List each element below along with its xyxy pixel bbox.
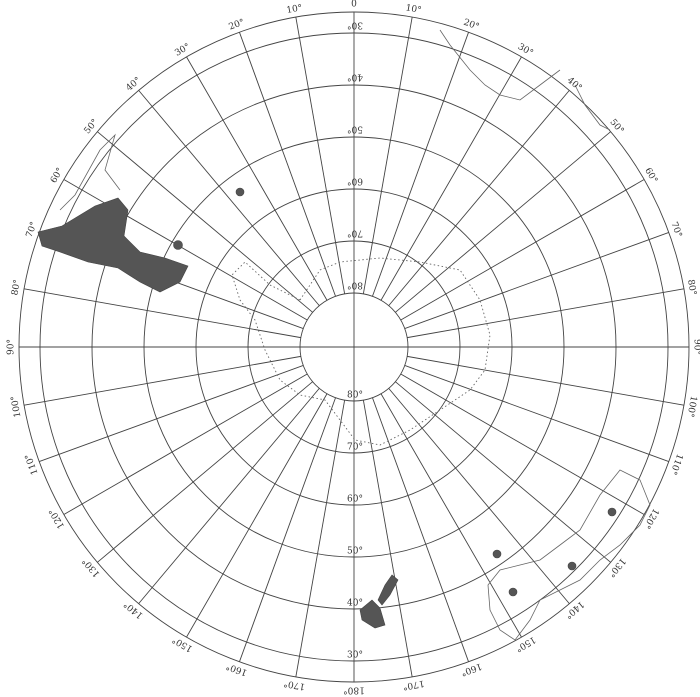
longitude-label: 50°: [607, 118, 625, 137]
latitude-label: 70°: [347, 443, 363, 453]
meridian: [395, 381, 611, 563]
latitude-label: 60°: [347, 176, 363, 186]
longitude-label: 80°: [10, 279, 23, 296]
longitude-label: 120°: [48, 506, 68, 530]
latitude-label: 40°: [347, 599, 363, 609]
longitude-label: 140°: [122, 599, 145, 621]
longitude-label: 90°: [692, 339, 700, 355]
meridian: [395, 131, 611, 313]
longitude-label: 160°: [225, 660, 249, 677]
latitude-label: 80°: [347, 280, 363, 290]
meridian: [407, 288, 684, 339]
meridian: [295, 400, 346, 677]
africa-outline: [439, 29, 561, 101]
longitude-label: 140°: [563, 599, 586, 621]
meridian: [362, 400, 413, 677]
meridian: [380, 56, 522, 301]
latitude-label: 80°: [347, 391, 363, 401]
longitude-label: 90°: [7, 339, 17, 355]
longitude-label: 30°: [516, 42, 535, 59]
meridian: [186, 393, 328, 638]
latitude-label: 70°: [347, 228, 363, 238]
antarctica-coast: [231, 257, 491, 446]
latitude-label: 30°: [347, 651, 363, 661]
new-zealand-north: [377, 574, 399, 606]
meridian: [138, 388, 320, 604]
longitude-label: 110°: [24, 452, 41, 476]
meridian: [380, 393, 522, 638]
longitude-label: 40°: [125, 76, 144, 94]
longitude-label: 0: [351, 0, 357, 10]
meridian: [388, 90, 570, 306]
madagascar: [574, 84, 611, 131]
longitude-label: 10°: [405, 3, 422, 16]
longitude-label: 160°: [459, 660, 483, 677]
meridian: [372, 32, 469, 297]
island: [173, 240, 183, 250]
meridian: [186, 56, 328, 301]
meridian: [63, 373, 308, 515]
longitude-label: 100°: [684, 395, 698, 418]
meridian: [372, 397, 469, 662]
longitude-label: 60°: [49, 166, 66, 185]
longitude-label: 30°: [173, 42, 192, 59]
meridian: [39, 365, 304, 462]
meridian: [97, 381, 313, 563]
australia-outline: [487, 469, 651, 641]
south-america-outline: [59, 133, 121, 211]
longitude-label: 170°: [283, 677, 306, 691]
south-america: [37, 197, 189, 293]
meridian: [24, 355, 301, 406]
new-zealand-south: [359, 599, 386, 629]
island: [235, 187, 245, 197]
latitude-label: 50°: [347, 124, 363, 134]
meridian: [97, 131, 313, 313]
latitude-label: 30°: [347, 20, 363, 30]
meridian: [388, 388, 570, 604]
longitude-label: 60°: [642, 166, 659, 185]
meridian: [400, 179, 645, 321]
longitude-label: 180°: [343, 685, 365, 695]
longitude-label: 80°: [685, 279, 698, 296]
longitude-label: 130°: [606, 556, 628, 579]
longitude-label: 50°: [83, 118, 101, 137]
meridian: [404, 232, 669, 329]
latitude-label: 50°: [347, 547, 363, 557]
meridian: [407, 355, 684, 406]
longitude-label: 170°: [402, 677, 425, 691]
meridian: [400, 373, 645, 515]
longitude-label: 10°: [286, 3, 303, 16]
longitude-label: 150°: [171, 634, 195, 654]
longitude-label: 110°: [667, 452, 684, 476]
island: [492, 549, 502, 559]
longitude-label: 40°: [565, 76, 584, 94]
meridian: [239, 397, 336, 662]
meridian: [404, 365, 669, 462]
island: [567, 561, 577, 571]
latitude-label: 40°: [347, 72, 363, 82]
longitude-label: 130°: [81, 556, 103, 579]
meridian: [239, 32, 336, 297]
meridian: [295, 17, 346, 294]
graticule: [18, 11, 690, 683]
longitude-label: 100°: [10, 395, 24, 418]
island: [508, 587, 518, 597]
meridian: [362, 17, 413, 294]
meridian: [24, 288, 301, 339]
island: [607, 507, 617, 517]
meridian: [138, 90, 320, 306]
latitude-label: 60°: [347, 495, 363, 505]
